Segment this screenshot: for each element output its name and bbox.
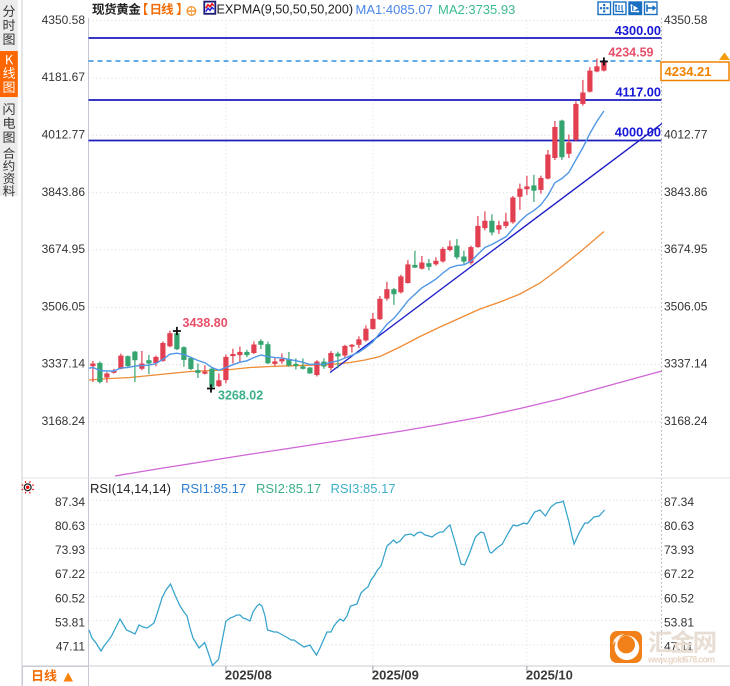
- svg-text:RSI1:85.17: RSI1:85.17: [181, 481, 246, 496]
- svg-text:4012.77: 4012.77: [664, 128, 708, 142]
- svg-text:4117.00: 4117.00: [615, 84, 661, 99]
- svg-text:2025/10: 2025/10: [526, 668, 573, 683]
- svg-text:3843.86: 3843.86: [42, 185, 86, 199]
- svg-text:53.81: 53.81: [664, 615, 694, 629]
- svg-text:4012.77: 4012.77: [42, 128, 86, 142]
- svg-text:MA2:3735.93: MA2:3735.93: [438, 2, 515, 17]
- svg-text:EXPMA(9,50,50,50,200): EXPMA(9,50,50,50,200): [217, 3, 354, 17]
- svg-text:3506.05: 3506.05: [664, 299, 708, 313]
- svg-text:53.81: 53.81: [55, 615, 85, 629]
- svg-text:80.63: 80.63: [55, 519, 85, 533]
- svg-text:RSI(14,14,14): RSI(14,14,14): [90, 481, 171, 496]
- svg-text:4181.67: 4181.67: [42, 70, 86, 84]
- svg-text:2025/08: 2025/08: [225, 668, 272, 683]
- svg-text:3168.24: 3168.24: [664, 414, 708, 428]
- svg-text:87.34: 87.34: [664, 495, 694, 509]
- svg-text:2025/09: 2025/09: [372, 668, 419, 683]
- svg-text:3843.86: 3843.86: [664, 185, 708, 199]
- svg-text:3337.14: 3337.14: [664, 357, 708, 371]
- svg-text:3674.95: 3674.95: [42, 242, 86, 256]
- svg-text:87.34: 87.34: [55, 495, 85, 509]
- svg-text:60.52: 60.52: [664, 591, 694, 605]
- svg-text:3268.02: 3268.02: [218, 389, 263, 403]
- svg-text:47.11: 47.11: [56, 640, 85, 654]
- svg-text:80.63: 80.63: [664, 519, 694, 533]
- svg-text:MA1:4085.07: MA1:4085.07: [356, 2, 433, 17]
- svg-text:4350.58: 4350.58: [42, 13, 86, 27]
- svg-text:4300.00: 4300.00: [615, 23, 661, 38]
- svg-text:3337.14: 3337.14: [42, 357, 86, 371]
- svg-text:4350.58: 4350.58: [664, 13, 708, 27]
- svg-text:67.22: 67.22: [55, 567, 85, 581]
- svg-text:3168.24: 3168.24: [42, 414, 86, 428]
- svg-text:RSI2:85.17: RSI2:85.17: [256, 481, 321, 496]
- svg-text:73.93: 73.93: [55, 543, 85, 557]
- svg-text:4234.21: 4234.21: [665, 64, 712, 79]
- svg-text:73.93: 73.93: [664, 543, 694, 557]
- svg-text:3506.05: 3506.05: [42, 299, 86, 313]
- svg-text:3438.80: 3438.80: [183, 316, 228, 330]
- svg-text:60.52: 60.52: [55, 591, 85, 605]
- svg-text:4234.59: 4234.59: [608, 46, 653, 60]
- svg-text:67.22: 67.22: [664, 567, 694, 581]
- svg-text:www.gold678.com: www.gold678.com: [647, 655, 715, 665]
- svg-text:4000.00: 4000.00: [615, 124, 661, 139]
- svg-text:3674.95: 3674.95: [664, 242, 708, 256]
- svg-text:RSI3:85.17: RSI3:85.17: [331, 481, 396, 496]
